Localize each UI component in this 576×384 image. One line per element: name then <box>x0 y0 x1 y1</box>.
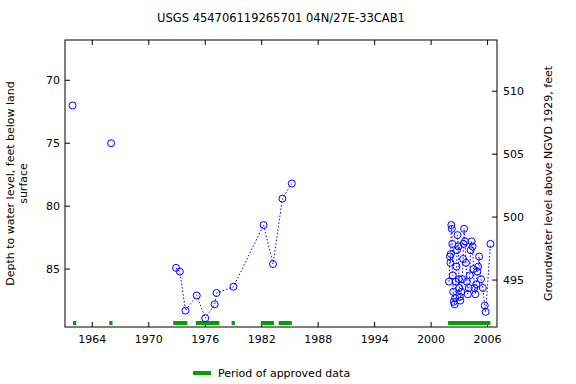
data-point <box>461 225 468 232</box>
y-tick <box>65 206 70 207</box>
x-tick-top <box>261 40 262 45</box>
y2-tick <box>492 91 497 92</box>
data-point <box>193 292 200 299</box>
data-point <box>260 222 267 229</box>
data-point <box>176 268 183 275</box>
y2-tick-label: 495 <box>503 274 524 287</box>
y2-tick <box>492 280 497 281</box>
y-tick-label: 85 <box>46 263 60 276</box>
data-point <box>472 291 479 298</box>
approved-period <box>279 321 292 325</box>
approved-period <box>261 321 274 325</box>
x-tick-top <box>374 40 375 45</box>
series-line <box>449 225 490 312</box>
x-tick <box>431 322 432 327</box>
y-tick <box>65 269 70 270</box>
x-tick-label: 2006 <box>474 333 502 346</box>
y-label: Depth to water level, feet below landsur… <box>4 81 30 286</box>
x-tick-top <box>205 40 206 45</box>
x-tick-top <box>318 40 319 45</box>
data-point <box>453 263 460 270</box>
data-point <box>475 263 482 270</box>
x-tick <box>92 322 93 327</box>
y-tick-label: 80 <box>46 200 60 213</box>
approved-period <box>232 321 235 325</box>
approved-period <box>448 321 490 325</box>
y2-tick <box>492 217 497 218</box>
data-point <box>230 283 237 290</box>
x-tick-label: 1988 <box>304 333 332 346</box>
approved-period <box>109 321 112 325</box>
x-tick <box>318 322 319 327</box>
y2-tick <box>492 154 497 155</box>
data-point <box>108 140 115 147</box>
x-tick-label: 2000 <box>417 333 445 346</box>
data-point <box>288 180 295 187</box>
data-point <box>478 276 485 283</box>
series-line <box>176 184 292 319</box>
data-point <box>454 232 461 239</box>
x-tick-label: 1976 <box>191 333 219 346</box>
data-point <box>482 308 489 315</box>
approved-period <box>173 321 187 325</box>
data-point <box>69 102 76 109</box>
data-point <box>487 240 494 247</box>
x-tick-label: 1964 <box>78 333 106 346</box>
legend-label: Period of approved data <box>218 367 350 380</box>
x-tick-top <box>431 40 432 45</box>
x-tick-label: 1982 <box>248 333 276 346</box>
data-point <box>462 238 469 245</box>
y2-label: Groundwater level above NGVD 1929, feet <box>542 65 555 301</box>
data-point <box>466 272 473 279</box>
approved-period <box>196 321 220 325</box>
y-tick-label: 70 <box>46 74 60 87</box>
chart: USGS 454706119265701 04N/27E-33CAB1 1964 1… <box>0 0 576 384</box>
data-point <box>474 268 481 275</box>
x-tick-label: 1994 <box>361 333 389 346</box>
x-tick-top <box>148 40 149 45</box>
y-label-line: surface <box>17 163 30 204</box>
plot-frame <box>65 40 497 327</box>
x-tick-label: 1970 <box>135 333 163 346</box>
data-point <box>457 297 464 304</box>
data-point <box>182 307 189 314</box>
y-tick <box>65 143 70 144</box>
y-label-line: Depth to water level, feet below land <box>4 81 17 286</box>
data-point <box>476 253 483 260</box>
data-point <box>446 278 453 285</box>
x-tick <box>374 322 375 327</box>
x-tick-top <box>487 40 488 45</box>
y2-tick-label: 505 <box>503 148 524 161</box>
legend-swatch <box>193 371 211 375</box>
data-point <box>448 225 455 232</box>
x-tick-top <box>92 40 93 45</box>
data-point <box>462 259 469 266</box>
data-point <box>479 284 486 291</box>
y2-tick-label: 500 <box>503 211 524 224</box>
x-tick <box>148 322 149 327</box>
data-point <box>458 288 465 295</box>
data-point <box>202 315 209 322</box>
y-tick <box>65 80 70 81</box>
data-point <box>279 195 286 202</box>
data-point <box>468 238 475 245</box>
y2-tick-label: 510 <box>503 85 524 98</box>
data-point <box>211 301 218 308</box>
data-point <box>213 290 220 297</box>
y-tick-label: 75 <box>46 137 60 150</box>
approved-period <box>73 321 76 325</box>
data-point <box>469 243 476 250</box>
title: USGS 454706119265701 04N/27E-33CAB1 <box>157 11 405 25</box>
data-point <box>270 261 277 268</box>
